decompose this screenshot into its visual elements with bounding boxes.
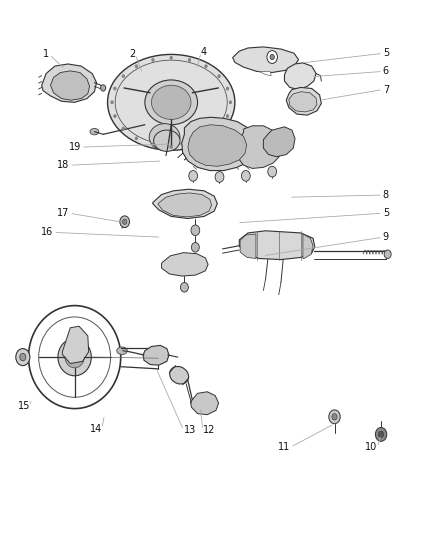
Text: 1: 1 — [43, 50, 49, 59]
Ellipse shape — [153, 130, 180, 151]
Polygon shape — [161, 253, 208, 276]
Ellipse shape — [149, 124, 180, 150]
Text: 7: 7 — [382, 85, 388, 94]
Ellipse shape — [107, 54, 234, 150]
Text: 19: 19 — [68, 142, 81, 152]
Text: 6: 6 — [382, 67, 388, 76]
Circle shape — [20, 353, 26, 361]
Ellipse shape — [117, 347, 127, 354]
Polygon shape — [152, 189, 217, 219]
Circle shape — [122, 75, 124, 78]
Text: 5: 5 — [382, 208, 388, 218]
Polygon shape — [181, 117, 256, 171]
Circle shape — [331, 414, 336, 420]
Text: 18: 18 — [57, 160, 69, 170]
Circle shape — [151, 58, 154, 61]
Polygon shape — [50, 71, 89, 100]
Ellipse shape — [147, 347, 164, 363]
Circle shape — [226, 87, 228, 90]
Polygon shape — [62, 326, 88, 364]
Circle shape — [16, 349, 30, 366]
Circle shape — [110, 101, 113, 104]
Circle shape — [226, 115, 228, 118]
Ellipse shape — [169, 367, 188, 384]
Circle shape — [217, 127, 220, 130]
Polygon shape — [190, 392, 218, 415]
Circle shape — [135, 137, 138, 140]
Ellipse shape — [58, 338, 91, 376]
Circle shape — [229, 101, 231, 104]
Polygon shape — [288, 92, 316, 112]
Circle shape — [191, 225, 199, 236]
Polygon shape — [187, 125, 246, 166]
Text: 8: 8 — [382, 190, 388, 200]
Ellipse shape — [145, 80, 197, 125]
Polygon shape — [158, 193, 211, 217]
Polygon shape — [258, 71, 271, 76]
Circle shape — [328, 410, 339, 424]
Text: 16: 16 — [41, 228, 53, 237]
Circle shape — [188, 143, 191, 147]
Circle shape — [269, 54, 274, 60]
Circle shape — [266, 51, 277, 63]
Circle shape — [135, 64, 138, 68]
Polygon shape — [143, 345, 169, 365]
Text: 12: 12 — [202, 425, 215, 435]
Circle shape — [188, 171, 197, 181]
Text: 17: 17 — [57, 208, 69, 218]
Circle shape — [188, 58, 191, 61]
Circle shape — [120, 216, 129, 228]
Text: 13: 13 — [183, 425, 195, 435]
Circle shape — [170, 146, 172, 149]
Ellipse shape — [65, 346, 84, 368]
Polygon shape — [232, 47, 298, 72]
Polygon shape — [286, 87, 321, 115]
Circle shape — [170, 56, 172, 59]
Ellipse shape — [90, 128, 99, 135]
Text: 5: 5 — [382, 49, 388, 58]
Circle shape — [100, 85, 106, 91]
Text: 11: 11 — [278, 442, 290, 452]
Circle shape — [226, 128, 232, 136]
Polygon shape — [302, 234, 312, 259]
Circle shape — [267, 166, 276, 177]
Circle shape — [383, 250, 390, 259]
Circle shape — [180, 282, 188, 292]
Ellipse shape — [151, 85, 191, 119]
Text: 2: 2 — [129, 50, 135, 59]
Polygon shape — [237, 126, 280, 168]
Circle shape — [113, 87, 116, 90]
Text: 4: 4 — [201, 47, 207, 57]
Polygon shape — [239, 231, 314, 260]
Polygon shape — [240, 234, 255, 259]
Circle shape — [113, 115, 116, 118]
Polygon shape — [284, 63, 315, 90]
Circle shape — [191, 243, 199, 252]
Circle shape — [241, 171, 250, 181]
Circle shape — [204, 64, 207, 68]
Circle shape — [217, 75, 220, 78]
Circle shape — [151, 143, 154, 147]
Circle shape — [122, 219, 127, 224]
Circle shape — [122, 127, 124, 130]
Circle shape — [204, 137, 207, 140]
Text: 14: 14 — [89, 424, 102, 433]
Circle shape — [378, 431, 383, 438]
Circle shape — [215, 172, 223, 182]
Polygon shape — [42, 64, 96, 102]
Text: 9: 9 — [382, 232, 388, 242]
Circle shape — [374, 427, 386, 441]
Polygon shape — [263, 127, 294, 157]
Text: 10: 10 — [364, 442, 377, 452]
Text: 15: 15 — [18, 401, 30, 411]
